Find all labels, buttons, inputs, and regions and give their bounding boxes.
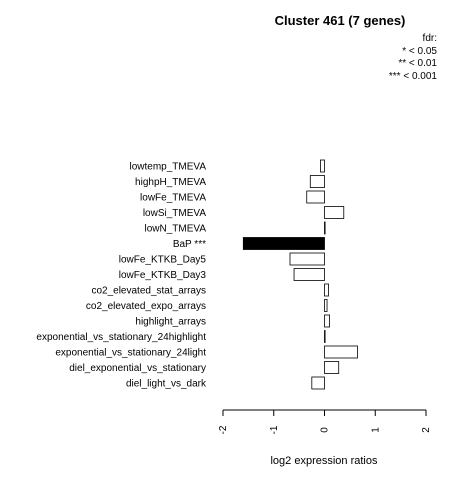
category-label: lowSi_TMEVA xyxy=(143,208,206,219)
category-label: lowFe_TMEVA xyxy=(140,193,206,204)
bar xyxy=(311,376,325,390)
x-tick-label: 1 xyxy=(370,427,381,433)
category-label: lowFe_KTKB_Day5 xyxy=(119,255,207,266)
legend-entry-1: * < 0.05 xyxy=(402,45,437,57)
bar xyxy=(320,159,325,173)
bar xyxy=(324,221,326,235)
bar xyxy=(306,190,325,204)
x-tick-label: 2 xyxy=(421,427,432,433)
category-label: highlight_arrays xyxy=(135,317,206,328)
legend-entry-2: ** < 0.01 xyxy=(398,58,437,69)
category-label: diel_light_vs_dark xyxy=(126,379,207,390)
legend-entry-3: *** < 0.001 xyxy=(388,70,437,82)
bars xyxy=(242,159,358,390)
bar xyxy=(324,330,326,343)
x-tick-label: -2 xyxy=(218,425,229,434)
bar xyxy=(289,252,325,266)
category-label: lowtemp_TMEVA xyxy=(129,162,206,173)
bar xyxy=(324,283,329,297)
category-label: co2_elevated_stat_arrays xyxy=(91,286,206,297)
bar xyxy=(324,206,345,219)
bar xyxy=(309,175,325,188)
bar xyxy=(324,361,340,374)
category-label: lowFe_KTKB_Day3 xyxy=(119,270,207,281)
bar xyxy=(242,237,325,250)
fdr-legend: fdr: * < 0.05 ** < 0.01 *** < 0.001 xyxy=(389,33,437,83)
bar xyxy=(293,268,325,281)
category-label: BaP *** xyxy=(173,239,206,250)
category-label: exponential_vs_stationary_24light xyxy=(55,348,206,359)
x-tick-label: -1 xyxy=(269,425,280,434)
category-label: lowN_TMEVA xyxy=(145,224,207,235)
category-labels: lowtemp_TMEVA highpH_TMEVA lowFe_TMEVA lowS… xyxy=(36,162,207,390)
legend-title: fdr: xyxy=(422,33,437,44)
bar xyxy=(324,314,330,328)
x-axis: -2 -1 0 1 2 xyxy=(218,409,432,434)
bar xyxy=(324,345,358,359)
category-label: exponential_vs_stationary_24highlight xyxy=(36,332,206,343)
category-label: highpH_TMEVA xyxy=(135,177,206,188)
category-label: diel_exponential_vs_stationary xyxy=(69,363,206,374)
category-label: co2_elevated_expo_arrays xyxy=(86,301,206,312)
x-axis-label: log2 expression ratios xyxy=(270,455,378,467)
chart-title: Cluster 461 (7 genes) xyxy=(274,13,406,28)
x-tick-label: 0 xyxy=(320,427,331,433)
bar xyxy=(324,299,328,312)
